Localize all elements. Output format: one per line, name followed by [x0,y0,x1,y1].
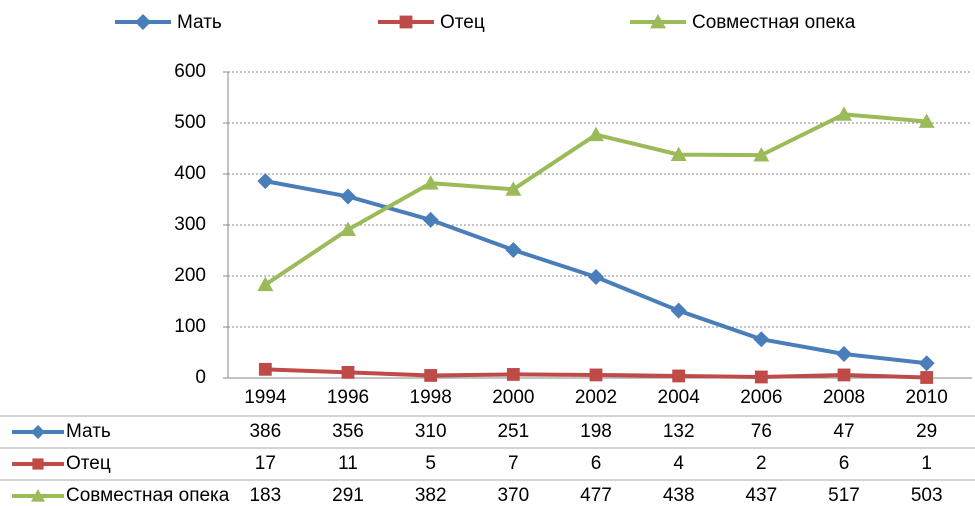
marker [836,106,852,121]
marker [340,188,356,205]
marker [920,371,934,384]
marker [589,368,603,382]
table-cell: 291 [332,485,364,506]
marker [31,425,45,439]
table-cell: 4 [673,453,684,474]
table-cell: 5 [425,453,436,474]
marker [340,221,356,236]
marker [399,15,413,29]
marker [422,175,439,190]
table-cell: 386 [249,421,281,442]
y-tick-label: 0 [195,367,206,388]
table-cell: 503 [911,485,943,506]
marker [505,241,522,258]
table-cell: 183 [249,485,281,506]
table-cell: 477 [580,485,612,506]
marker [670,302,687,319]
table-cell: 132 [663,421,695,442]
marker [258,362,272,376]
table-row-label: Совместная опека [66,485,230,506]
marker [918,113,935,128]
table-cell: 6 [839,453,850,474]
marker [753,147,770,162]
x-tick-label: 2002 [575,387,617,408]
table-cell: 437 [745,485,777,506]
marker [422,211,439,228]
x-tick-label: 1998 [410,387,452,408]
table-cell: 198 [580,421,612,442]
table-cell: 517 [828,485,860,506]
marker [257,276,274,292]
marker [341,365,355,379]
marker [672,369,686,383]
table-cell: 370 [497,485,529,506]
table-cell: 356 [332,421,364,442]
marker [505,181,522,196]
marker [31,489,45,502]
marker [754,370,768,384]
table-cell: 310 [415,421,447,442]
table-cell: 17 [255,453,276,474]
marker [32,458,44,470]
x-tick-label: 2008 [823,387,865,408]
table-row-label: Мать [66,421,111,442]
table-cell: 382 [415,485,447,506]
marker [650,14,666,29]
marker [506,368,520,381]
marker [588,269,604,286]
y-tick-label: 200 [174,265,206,286]
table-cell: 47 [833,421,854,442]
y-tick-label: 600 [174,61,206,82]
x-tick-label: 2006 [740,387,782,408]
marker [918,355,935,372]
x-tick-label: 1996 [327,387,369,408]
table-cell: 11 [338,453,358,474]
table-cell: 29 [916,421,937,442]
x-tick-label: 1994 [244,387,287,408]
marker [135,14,151,30]
marker [257,173,274,190]
table-cell: 2 [756,453,767,474]
table-cell: 251 [497,421,529,442]
table-row-label: Отец [66,453,111,474]
x-tick-label: 2004 [658,387,701,408]
table-cell: 438 [663,485,695,506]
legend-label: Мать [177,12,222,33]
marker [836,346,852,363]
marker [424,369,438,382]
marker [753,331,770,348]
y-tick-label: 100 [174,316,206,337]
table-cell: 1 [921,453,932,474]
x-tick-label: 2010 [906,387,948,408]
table-cell: 76 [751,421,772,442]
y-tick-label: 400 [174,163,206,184]
y-tick-label: 300 [174,214,206,235]
marker [670,146,687,162]
table-cell: 6 [591,453,602,474]
marker [837,368,851,382]
y-tick-label: 500 [174,112,206,133]
legend-label: Отец [440,12,485,33]
marker [588,126,604,142]
x-tick-label: 2000 [492,387,534,408]
legend-label: Совместная опека [692,12,856,33]
table-cell: 7 [508,453,519,474]
